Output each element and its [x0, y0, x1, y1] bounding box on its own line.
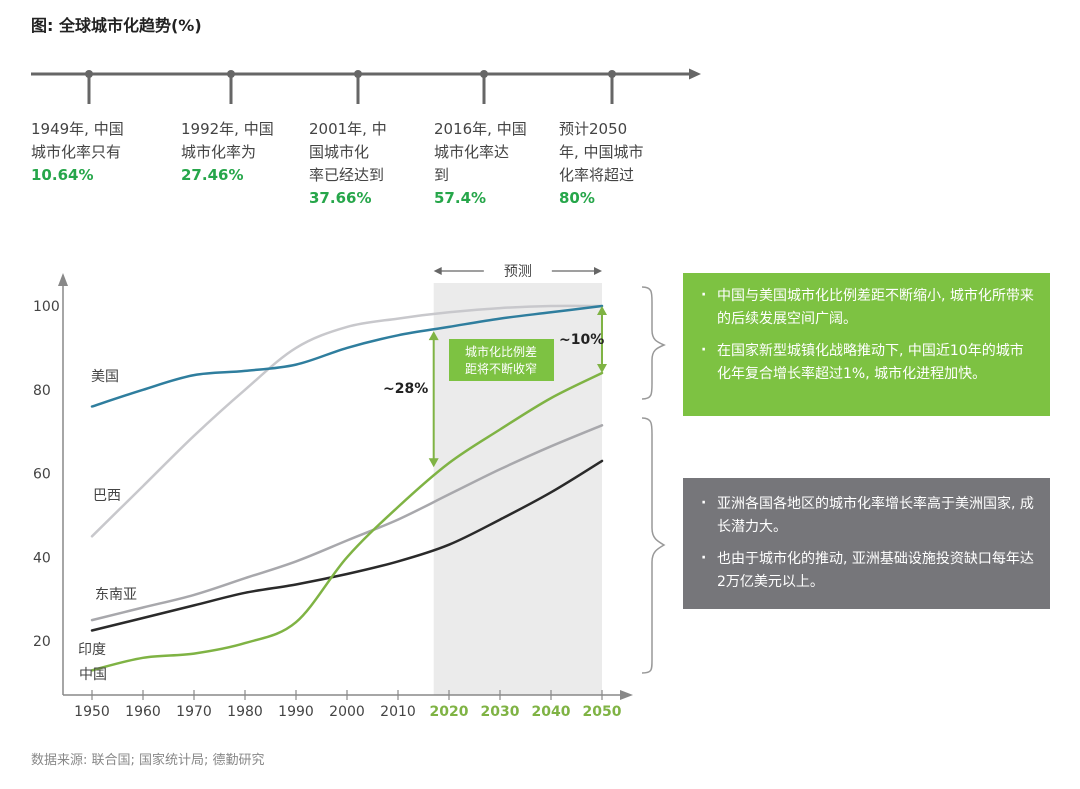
gap-note-text: 距将不断收窄 [465, 361, 537, 376]
y-axis-arrow-icon [58, 273, 68, 286]
forecast-label: 预测 [504, 264, 532, 280]
gap-label-10: ~10% [559, 332, 604, 348]
x-tick-label: 2020 [430, 704, 469, 720]
timeline-item-text: 2016年, 中国 城市化率达 到 [434, 120, 527, 184]
y-tick-label: 40 [33, 550, 51, 566]
timeline-node [85, 70, 93, 78]
y-tick-label: 100 [33, 299, 60, 315]
green-bullet: 中国与美国城市化比例差距不断缩小, 城市化所带来的后续发展空间广阔。 [701, 284, 1036, 331]
x-tick-label: 1990 [278, 704, 314, 720]
series-label: 巴西 [93, 488, 121, 504]
series-line-中国 [90, 371, 604, 672]
timeline-item-value: 37.66% [309, 189, 372, 207]
x-tick-label: 2040 [532, 704, 571, 720]
insight-box-green: 中国与美国城市化比例差距不断缩小, 城市化所带来的后续发展空间广阔。 在国家新型… [683, 273, 1050, 416]
timeline [31, 68, 701, 104]
brace-gray [641, 417, 666, 674]
gap-label-28: ~28% [383, 381, 428, 397]
series-label: 美国 [91, 369, 119, 385]
timeline-node [354, 70, 362, 78]
gap-arrow-down-icon [428, 458, 439, 468]
insight-box-gray: 亚洲各国各地区的城市化率增长率高于美洲国家, 成长潜力大。 也由于城市化的推动,… [683, 478, 1050, 609]
forecast-left-arrow-icon [433, 267, 442, 275]
timeline-item-value: 57.4% [434, 189, 487, 207]
timeline-item-value: 80% [559, 189, 595, 207]
timeline-item-text: 1949年, 中国 城市化率只有 [31, 120, 124, 161]
series-line-东南亚 [90, 424, 604, 622]
gap-note-box [449, 339, 554, 381]
gap-arrow-up-icon [597, 306, 607, 315]
x-tick-label: 2050 [583, 704, 622, 720]
data-source: 数据来源: 联合国; 国家统计局; 德勤研究 [31, 753, 265, 768]
x-tick-label: 2030 [481, 704, 520, 720]
x-tick-label: 1950 [74, 704, 110, 720]
x-tick-label: 2010 [380, 704, 416, 720]
timeline-item-text: 1992年, 中国 城市化率为 [181, 120, 274, 161]
series-line-印度 [90, 459, 604, 632]
timeline-node [480, 70, 488, 78]
x-tick-label: 1970 [176, 704, 212, 720]
x-tick-label: 1960 [125, 704, 161, 720]
timeline-item-text: 2001年, 中 国城市化 率已经达到 [309, 120, 387, 184]
page-title: 图: 全球城市化趋势(%) [31, 16, 202, 35]
series-label: 东南亚 [95, 587, 137, 603]
y-tick-label: 60 [33, 467, 51, 483]
timeline-node [227, 70, 235, 78]
brace-green [641, 286, 666, 400]
timeline-item-value: 10.64% [31, 166, 94, 184]
series-line-巴西 [90, 304, 604, 538]
timeline-item-value: 27.46% [181, 166, 244, 184]
gray-bullet: 亚洲各国各地区的城市化率增长率高于美洲国家, 成长潜力大。 [701, 492, 1036, 539]
timeline-item-text: 预计2050 年, 中国城市 化率将超过 [559, 120, 644, 184]
x-tick-label: 1980 [227, 704, 263, 720]
timeline-item: 1992年, 中国 城市化率为 27.46% [181, 118, 301, 187]
timeline-item: 2001年, 中 国城市化 率已经达到 37.66% [309, 118, 429, 210]
timeline-item: 1949年, 中国 城市化率只有 10.64% [31, 118, 151, 187]
gap-arrow-up-icon [428, 331, 439, 341]
series-label: 印度 [78, 642, 106, 658]
forecast-right-arrow-icon [594, 267, 602, 275]
series-line-美国 [90, 304, 604, 408]
timeline-arrow-icon [689, 68, 701, 80]
gray-bullet: 也由于城市化的推动, 亚洲基础设施投资缺口每年达2万亿美元以上。 [701, 547, 1036, 594]
timeline-node [608, 70, 616, 78]
x-axis-arrow-icon [620, 690, 633, 700]
gap-arrow-down-icon [597, 364, 607, 373]
timeline-item: 2016年, 中国 城市化率达 到 57.4% [434, 118, 554, 210]
gap-note-text: 城市化比例差 [465, 344, 537, 359]
green-bullet: 在国家新型城镇化战略推动下, 中国近10年的城市化年复合增长率超过1%, 城市化… [701, 339, 1036, 386]
y-tick-label: 20 [33, 634, 51, 650]
timeline-item: 预计2050 年, 中国城市 化率将超过 80% [559, 118, 679, 210]
x-tick-label: 2000 [329, 704, 365, 720]
y-tick-label: 80 [33, 383, 51, 399]
series-label: 中国 [79, 667, 107, 683]
